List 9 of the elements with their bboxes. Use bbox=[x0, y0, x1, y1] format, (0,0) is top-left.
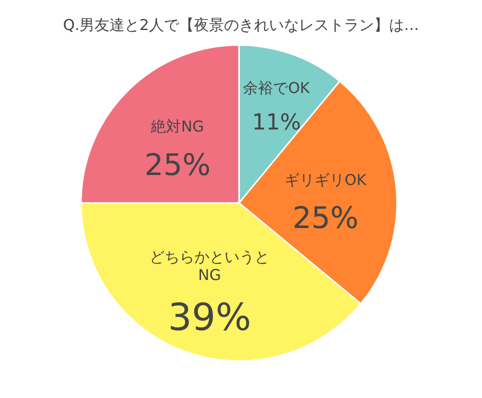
data-label: 25% bbox=[292, 201, 359, 236]
slice-label: ギリギリOK bbox=[284, 170, 368, 189]
data-label: 11% bbox=[252, 110, 301, 136]
chart-title: Q.男友達と2人で【夜景のきれいなレストラン】は… bbox=[62, 16, 420, 34]
slice-label: 余裕でOK bbox=[243, 78, 311, 97]
slice-label: 絶対NG bbox=[150, 118, 204, 136]
slice-label: どちらかというとNG bbox=[150, 248, 270, 284]
data-label: 39% bbox=[168, 294, 252, 339]
data-label: 25% bbox=[144, 148, 211, 183]
